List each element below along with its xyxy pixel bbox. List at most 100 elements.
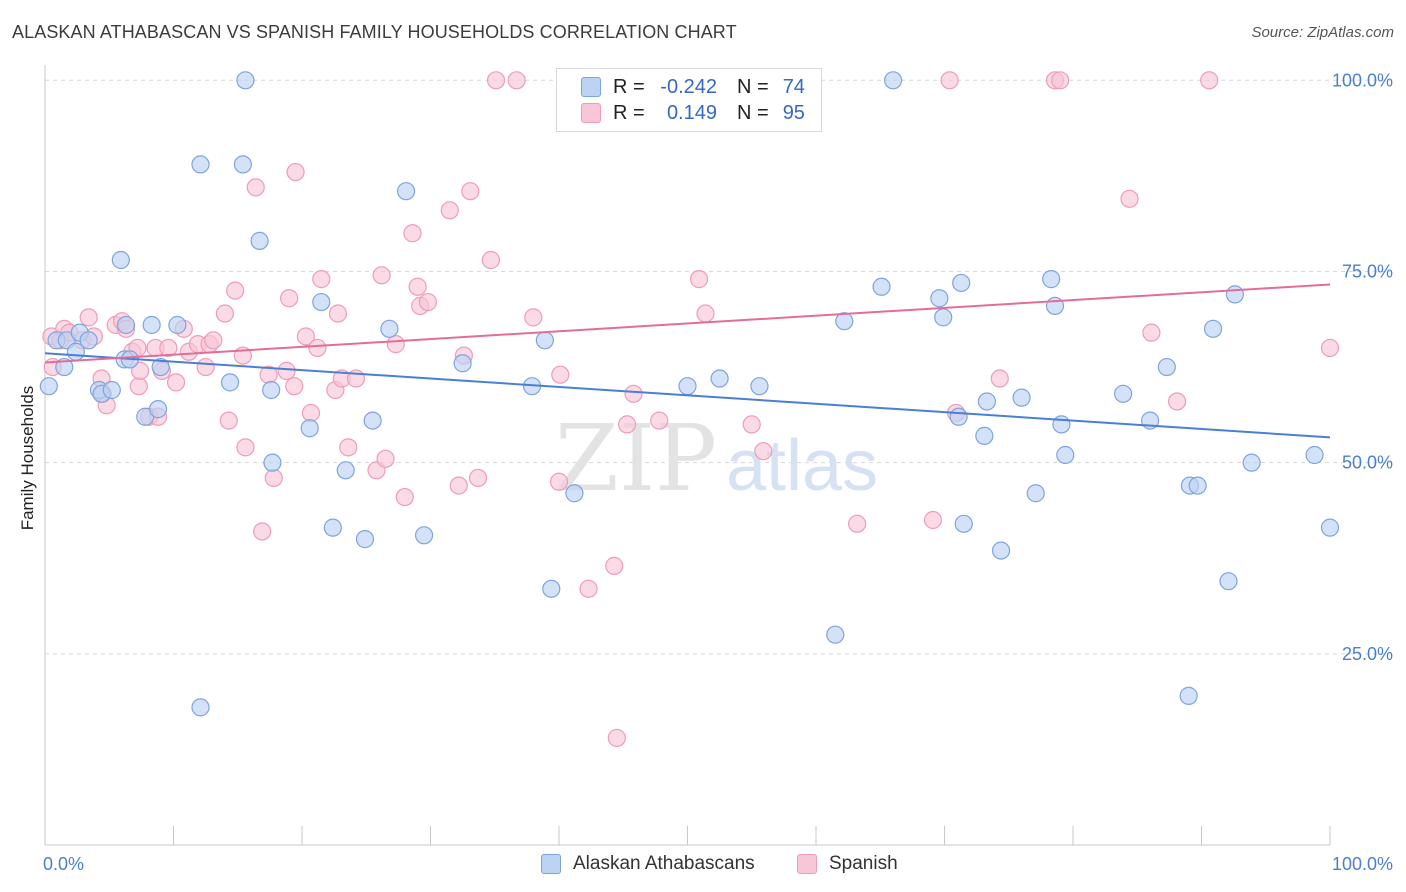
alaskan-point-50	[950, 408, 967, 425]
alaskan-athabascans-points	[40, 72, 1338, 716]
alaskan-point-22	[234, 156, 251, 173]
spanish-point-67	[488, 72, 505, 89]
spanish-point-16	[130, 378, 147, 395]
alaskan-point-0	[40, 378, 57, 395]
spanish-point-73	[606, 557, 623, 574]
alaskan-point-9	[103, 382, 120, 399]
legend-r-value-spanish: 0.149	[647, 102, 717, 125]
watermark-atlas: atlas	[726, 426, 878, 506]
spanish-point-85	[941, 72, 958, 89]
alaskan-point-32	[364, 412, 381, 429]
spanish-point-35	[247, 179, 264, 196]
alaskan-point-21	[222, 374, 239, 391]
y-tick-label-100: 100.0%	[1332, 70, 1393, 90]
spanish-point-46	[313, 271, 330, 288]
alaskan-point-23	[237, 72, 254, 89]
scatter-chart: ZIP atlas 25.0%50.0%75.0%100.0%0.0% 100.0…	[0, 0, 1406, 892]
spanish-point-79	[697, 305, 714, 322]
spanish-point-65	[470, 469, 487, 486]
spanish-point-82	[755, 443, 772, 460]
series-label-spanish: Spanish	[829, 853, 898, 875]
spanish-point-39	[278, 362, 295, 379]
alaskan-point-48	[931, 290, 948, 307]
alaskan-point-46	[873, 278, 890, 295]
spanish-point-27	[197, 359, 214, 376]
spanish-point-68	[508, 72, 525, 89]
alaskan-point-29	[324, 519, 341, 536]
spanish-point-41	[286, 378, 303, 395]
spanish-point-76	[625, 385, 642, 402]
y-tick-label-50: 50.0%	[1342, 453, 1393, 473]
alaskan-point-57	[1027, 485, 1044, 502]
spanish-point-83	[849, 515, 866, 532]
spanish-point-57	[404, 225, 421, 242]
alaskan-point-51	[953, 274, 970, 291]
alaskan-point-16	[150, 401, 167, 418]
spanish-point-29	[205, 332, 222, 349]
spanish-point-54	[377, 450, 394, 467]
alaskan-point-30	[337, 462, 354, 479]
spanish-point-72	[580, 580, 597, 597]
alaskan-point-72	[1306, 447, 1323, 464]
spanish-point-38	[265, 469, 282, 486]
legend-r-label: R =	[613, 76, 647, 99]
alaskan-point-53	[976, 427, 993, 444]
alaskan-point-39	[543, 580, 560, 597]
spanish-point-66	[482, 252, 499, 269]
spanish-point-93	[1201, 72, 1218, 89]
spanish-point-90	[1121, 190, 1138, 207]
legend-r-value-alaskan: -0.242	[647, 76, 717, 99]
alaskan-point-62	[1115, 385, 1132, 402]
tick-labels: 25.0% 50.0% 75.0% 100.0% 0.0% 100.0%	[43, 70, 1393, 874]
spanish-point-48	[329, 305, 346, 322]
series-legend-spanish[interactable]: Spanish	[797, 852, 898, 876]
alaskan-point-6	[80, 332, 97, 349]
alaskan-point-20	[192, 699, 209, 716]
alaskan-point-42	[711, 370, 728, 387]
alaskan-point-70	[1243, 454, 1260, 471]
spanish-point-32	[227, 282, 244, 299]
spanish-point-58	[409, 278, 426, 295]
alaskan-point-27	[301, 420, 318, 437]
spanish-point-42	[287, 164, 304, 181]
spanish-point-91	[1143, 324, 1160, 341]
alaskan-point-68	[1220, 573, 1237, 590]
spanish-point-81	[743, 416, 760, 433]
alaskan-point-24	[251, 232, 268, 249]
y-tick-label-75: 75.0%	[1342, 261, 1393, 281]
spanish-point-36	[254, 523, 271, 540]
legend-row-spanish: R = 0.149 N = 95	[581, 101, 805, 125]
alaskan-point-55	[993, 542, 1010, 559]
alaskan-point-28	[313, 294, 330, 311]
alaskan-point-10	[112, 252, 129, 269]
alaskan-point-33	[381, 320, 398, 337]
alaskan-point-25	[263, 382, 280, 399]
legend-n-value-alaskan: 74	[783, 76, 805, 99]
alaskan-point-71	[1180, 687, 1197, 704]
spanish-point-55	[387, 336, 404, 353]
spanish-point-89	[1052, 72, 1069, 89]
y-tick-label-25: 25.0%	[1342, 644, 1393, 664]
legend-swatch-spanish	[581, 103, 601, 123]
spanish-point-61	[441, 202, 458, 219]
alaskan-point-26	[264, 454, 281, 471]
watermark: ZIP atlas	[555, 405, 878, 512]
legend-row-alaskan: R = -0.242 N = 74	[581, 75, 805, 99]
spanish-point-40	[281, 290, 298, 307]
spanish-point-34	[237, 439, 254, 456]
spanish-point-44	[302, 404, 319, 421]
spanish-point-23	[168, 374, 185, 391]
series-label-alaskan: Alaskan Athabascans	[573, 853, 755, 875]
spanish-point-92	[1169, 393, 1186, 410]
alaskan-point-35	[416, 527, 433, 544]
alaskan-point-43	[751, 378, 768, 395]
spanish-point-84	[924, 512, 941, 529]
series-legend-alaskan[interactable]: Alaskan Athabascans	[541, 852, 755, 876]
spanish-point-70	[552, 366, 569, 383]
alaskan-point-40	[566, 485, 583, 502]
x-tick-label-left: 0.0%	[43, 854, 84, 874]
spanish-point-56	[396, 489, 413, 506]
spanish-point-71	[551, 473, 568, 490]
alaskan-point-67	[1205, 320, 1222, 337]
series-swatch-spanish	[797, 854, 817, 874]
